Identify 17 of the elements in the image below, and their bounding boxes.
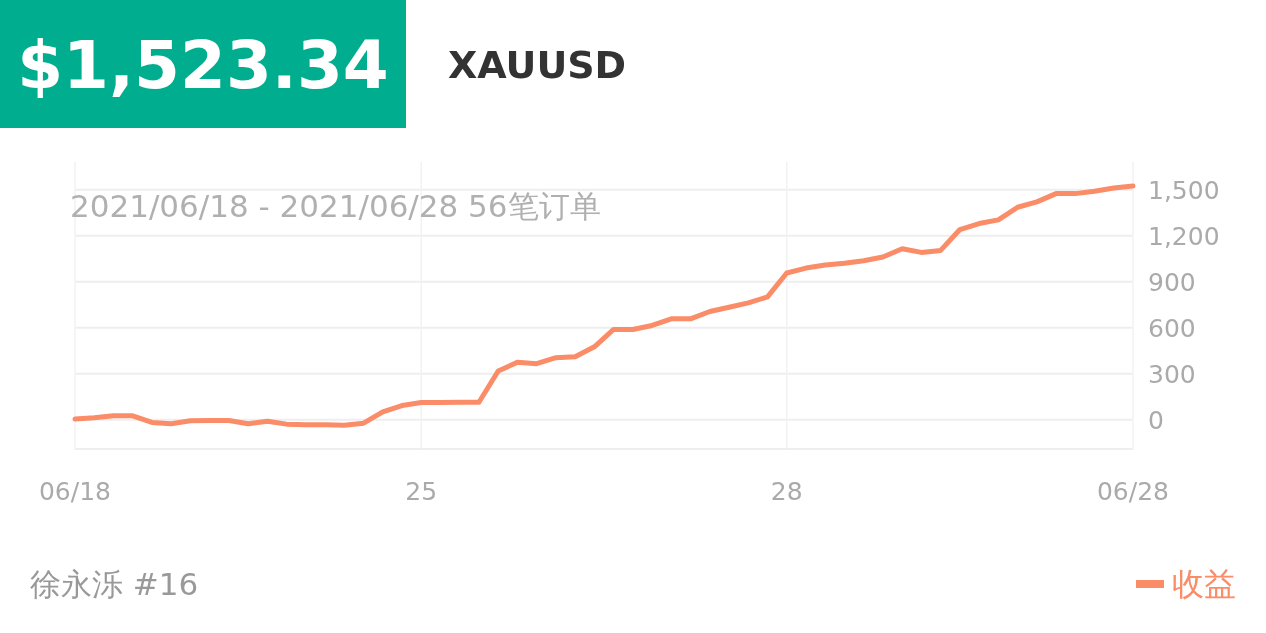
ytick: 1,200 [1148, 221, 1220, 251]
title: $1,523.34 [0, 0, 406, 128]
annotation: 徐永泺 #16 [30, 566, 199, 602]
annotation: 2021/06/18 - 2021/06/28 56笔订单 [70, 188, 601, 224]
ytick: 300 [1148, 359, 1196, 389]
subtitle: XAUUSD [448, 43, 627, 87]
chart-title: $1,523.34 [17, 27, 389, 104]
ytick: 1,500 [1148, 175, 1220, 205]
xtick: 25 [405, 477, 438, 506]
legend-label: 收益 [1172, 565, 1236, 603]
ytick: 600 [1148, 313, 1196, 343]
xtick: 28 [770, 477, 803, 506]
legend: 收益 [1136, 565, 1236, 603]
ytick: 900 [1148, 267, 1196, 297]
xtick: 06/28 [1097, 477, 1169, 506]
ytick: 0 [1148, 405, 1164, 435]
xtick: 06/18 [39, 477, 111, 506]
